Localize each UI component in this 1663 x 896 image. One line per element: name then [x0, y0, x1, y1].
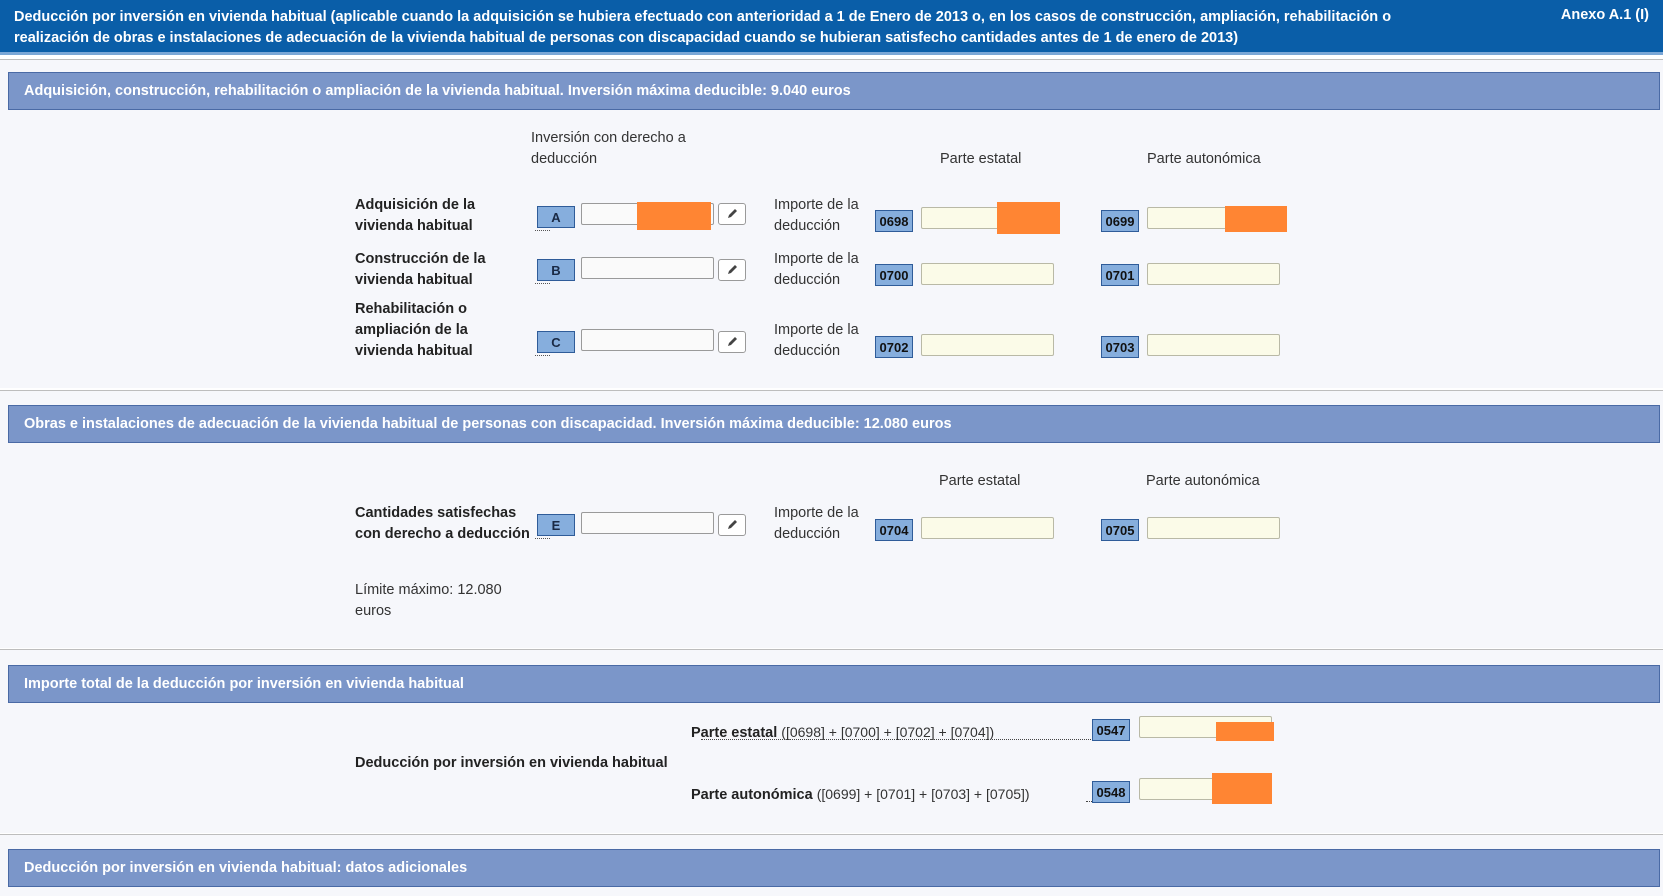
field-0700[interactable] — [921, 263, 1054, 285]
row-e-amount-label-line2: deducción — [774, 526, 841, 542]
redacted-value — [1212, 773, 1272, 804]
redacted-value — [1216, 722, 1274, 741]
box-code-0699: 0699 — [1101, 210, 1139, 232]
row-c-label-line3: vivienda habitual — [355, 343, 473, 359]
row-a-amount-label-line2: deducción — [774, 218, 841, 234]
regional-total-label: Parte autonómica ([0699] + [0701] + [070… — [691, 784, 1030, 806]
field-0703[interactable] — [1147, 334, 1280, 356]
col-state-heading: Parte estatal — [939, 473, 1021, 489]
box-letter-e: E — [535, 514, 575, 539]
leader-line — [1086, 801, 1094, 802]
limit-note-line2: euros — [355, 603, 392, 619]
investment-b-input[interactable] — [581, 257, 714, 279]
investment-e-input[interactable] — [581, 512, 714, 534]
total-deduction-label: Deducción por inversión en vivienda habi… — [355, 755, 668, 771]
annex-label: Anexo A.1 (I) — [1560, 7, 1649, 23]
box-letter-b: B — [535, 259, 575, 284]
box-code-0701: 0701 — [1101, 264, 1139, 286]
field-0701[interactable] — [1147, 263, 1280, 285]
section-header-additional-data: Deducción por inversión en vivienda habi… — [8, 849, 1660, 887]
row-b-label-line1: Construcción de la — [355, 251, 486, 267]
row-b-amount-label-line2: deducción — [774, 272, 841, 288]
redacted-value — [1225, 206, 1287, 232]
pencil-icon — [728, 209, 737, 218]
regional-total-title: Parte autonómica — [691, 787, 813, 803]
regional-total-formula: ([0699] + [0701] + [0703] + [0705]) — [816, 786, 1030, 802]
redacted-value — [997, 202, 1060, 234]
section-header-total-deduction: Importe total de la deducción por invers… — [8, 665, 1660, 703]
limit-note-line1: Límite máximo: 12.080 — [355, 582, 502, 598]
edit-c-button[interactable] — [718, 331, 746, 353]
box-code-0698: 0698 — [875, 210, 913, 232]
divider — [0, 59, 1663, 60]
row-e-label-line1: Cantidades satisfechas — [355, 505, 517, 521]
field-0702[interactable] — [921, 334, 1054, 356]
box-code-0705: 0705 — [1101, 519, 1139, 541]
row-e-label-line2: con derecho a deducción — [355, 526, 530, 542]
col-investment-heading-line1: Inversión con derecho a — [531, 130, 686, 146]
state-total-label: Parte estatal ([0698] + [0700] + [0702] … — [691, 722, 994, 744]
row-c-label-line1: Rehabilitación o — [355, 301, 467, 317]
divider — [0, 834, 1663, 835]
redacted-value — [637, 202, 711, 230]
divider — [0, 649, 1663, 650]
box-letter-c: C — [535, 331, 575, 356]
box-code-0547: 0547 — [1092, 719, 1130, 741]
col-state-heading: Parte estatal — [940, 151, 1022, 167]
investment-c-input[interactable] — [581, 329, 714, 351]
row-a-label-line2: vivienda habitual — [355, 218, 473, 234]
row-e-amount-label-line1: Importe de la — [774, 505, 859, 521]
section-header-disability-works: Obras e instalaciones de adecuación de l… — [8, 405, 1660, 443]
section-header-acquisition: Adquisición, construcción, rehabilitació… — [8, 72, 1660, 110]
state-total-title: Parte estatal — [691, 725, 778, 741]
divider — [0, 390, 1663, 391]
field-0705[interactable] — [1147, 517, 1280, 539]
row-c-amount-label-line2: deducción — [774, 343, 841, 359]
row-c-amount-label-line1: Importe de la — [774, 322, 859, 338]
row-a-amount-label-line1: Importe de la — [774, 197, 859, 213]
edit-b-button[interactable] — [718, 259, 746, 281]
box-code-0700: 0700 — [875, 264, 913, 286]
leader-line — [701, 739, 1091, 740]
box-code-0704: 0704 — [875, 519, 913, 541]
pencil-icon — [728, 337, 737, 346]
row-b-label-line2: vivienda habitual — [355, 272, 473, 288]
row-c-label-line2: ampliación de la — [355, 322, 468, 338]
row-b-amount-label-line1: Importe de la — [774, 251, 859, 267]
col-investment-heading-line2: deducción — [531, 151, 598, 167]
form-title-bar: Deducción por inversión en vivienda habi… — [0, 0, 1663, 55]
box-code-0703: 0703 — [1101, 336, 1139, 358]
state-total-formula: ([0698] + [0700] + [0702] + [0704]) — [781, 724, 995, 740]
field-0704[interactable] — [921, 517, 1054, 539]
col-regional-heading: Parte autonómica — [1147, 151, 1261, 167]
form-title: Deducción por inversión en vivienda habi… — [14, 9, 1392, 46]
edit-a-button[interactable] — [718, 203, 746, 225]
box-code-0702: 0702 — [875, 336, 913, 358]
row-a-label-line1: Adquisición de la — [355, 197, 476, 213]
section-acquisition — [0, 60, 1663, 388]
box-code-0548: 0548 — [1092, 781, 1130, 803]
pencil-icon — [728, 520, 737, 529]
box-letter-a: A — [535, 206, 575, 231]
edit-e-button[interactable] — [718, 514, 746, 536]
col-regional-heading: Parte autonómica — [1146, 473, 1260, 489]
pencil-icon — [728, 265, 737, 274]
